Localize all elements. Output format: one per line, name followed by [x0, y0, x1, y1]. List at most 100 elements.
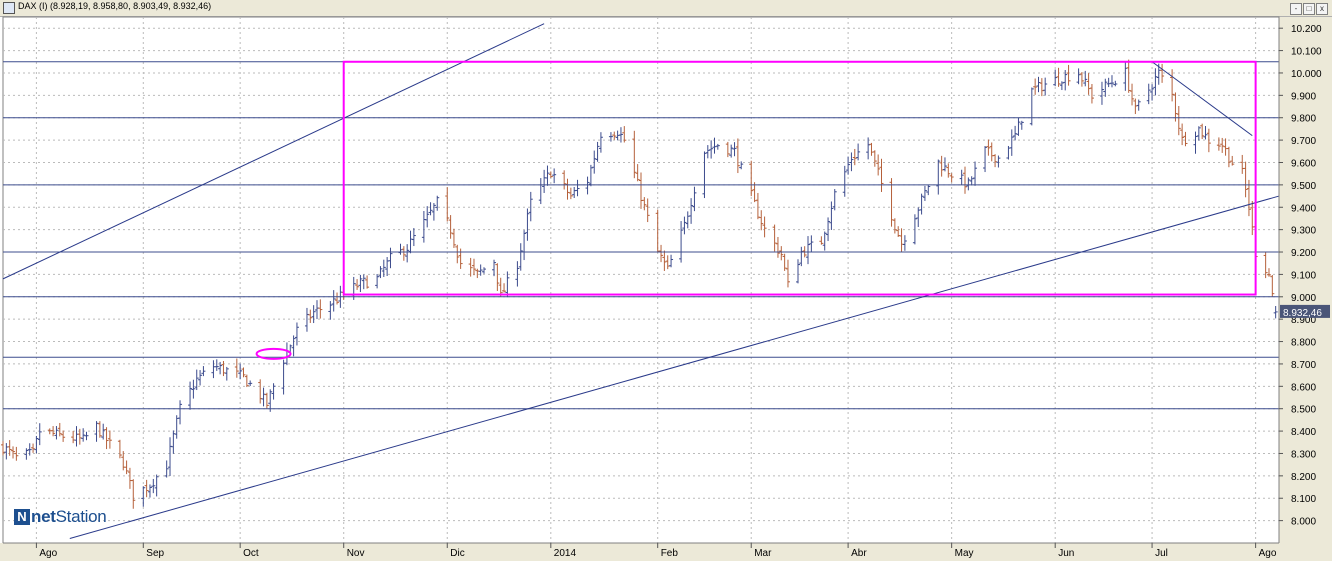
ohlc-bar [104, 427, 109, 450]
y-tick-label: 9.300 [1291, 226, 1316, 237]
ohlc-bar [107, 430, 112, 449]
ohlc-bar [1113, 80, 1118, 87]
ohlc-bar [164, 460, 169, 478]
ohlc-bar [97, 421, 102, 438]
ohlc-bar [1109, 75, 1114, 88]
ohlc-bar [1243, 161, 1248, 198]
x-axis-background [0, 543, 1279, 561]
ohlc-bar [141, 486, 146, 507]
ohlc-bar [24, 448, 29, 460]
ohlc-bar [973, 161, 978, 186]
ohlc-bar [378, 266, 383, 279]
trendline [1151, 61, 1253, 137]
ohlc-bar [431, 203, 436, 221]
ohlc-bar [244, 374, 249, 388]
ohlc-bar [1220, 137, 1225, 153]
ohlc-bar [1076, 68, 1081, 85]
ohlc-bar [645, 198, 650, 223]
ohlc-bar [849, 152, 854, 172]
y-tick-label: 9.800 [1291, 114, 1316, 125]
minimize-button[interactable]: - [1290, 3, 1302, 15]
ohlc-bar [969, 176, 974, 186]
y-tick-label: 9.100 [1291, 270, 1316, 281]
ohlc-bar [147, 484, 152, 498]
close-button[interactable]: x [1316, 3, 1328, 15]
y-tick-label: 10.000 [1291, 69, 1322, 80]
ohlc-bar [451, 228, 456, 248]
ohlc-bar [11, 446, 16, 459]
ohlc-bar [1216, 137, 1221, 151]
chart-window-icon [3, 2, 15, 14]
ohlc-bar [1200, 123, 1205, 140]
ohlc-bar [398, 243, 403, 255]
ohlc-bar [1043, 77, 1048, 96]
ohlc-bar [548, 171, 553, 179]
ohlc-bar [445, 187, 450, 222]
ohlc-bar [154, 474, 159, 497]
ohlc-bar [829, 201, 834, 230]
ohlc-bar [1083, 70, 1088, 87]
grid-layer [2, 16, 1280, 544]
ohlc-bar [1089, 84, 1094, 104]
ohlc-bar [151, 478, 156, 494]
ohlc-bar [842, 165, 847, 197]
ohlc-bar [1206, 128, 1211, 153]
ohlc-bar [144, 479, 149, 498]
y-axis: 8.000 8.100 8.200 8.300 8.400 8.500 8.600 8.700… [1278, 17, 1332, 561]
y-tick-label: 9.900 [1291, 91, 1316, 102]
ohlc-bar [592, 150, 597, 174]
last-price-badge [1280, 304, 1330, 318]
ohlc-bar [178, 400, 183, 425]
ohlc-bar [198, 370, 203, 386]
ohlc-bar [528, 191, 533, 222]
ohlc-bar [575, 179, 580, 197]
ohlc-bar [1063, 70, 1068, 91]
ohlc-bar [1126, 59, 1131, 93]
ohlc-bar [264, 392, 269, 409]
ohlc-bar [54, 426, 59, 440]
ohlc-bar [411, 228, 416, 247]
ohlc-bar [715, 143, 720, 150]
ohlc-bar [892, 218, 897, 234]
ohlc-bar [361, 274, 366, 290]
ohlc-bar [448, 215, 453, 239]
ohlc-bar [428, 202, 433, 216]
ohlc-bar [662, 250, 667, 271]
ohlc-bar [218, 361, 223, 375]
ohlc-bar [635, 164, 640, 182]
ohlc-bar [1016, 117, 1021, 136]
ohlc-bar [912, 214, 917, 245]
y-tick-label: 10.200 [1291, 24, 1322, 35]
x-tick-label: Abr [851, 548, 867, 559]
ohlc-bar [926, 185, 931, 196]
ohlc-bar [993, 154, 998, 168]
ohlc-bar [856, 143, 861, 161]
maximize-button[interactable]: □ [1303, 3, 1315, 15]
ohlc-bar [669, 254, 674, 268]
ohlc-bar [1183, 131, 1188, 147]
ohlc-bar [1009, 129, 1014, 156]
ohlc-bar [692, 186, 697, 212]
ohlc-bar [983, 145, 988, 173]
ohlc-bar [498, 277, 503, 297]
ohlc-bar [1196, 126, 1201, 141]
ohlc-bar [1029, 87, 1034, 126]
range-rectangle-box [342, 60, 1257, 296]
ohlc-bar [1193, 131, 1198, 154]
ohlc-bar [308, 309, 313, 323]
ohlc-bar [919, 193, 924, 215]
ohlc-bar [702, 151, 707, 199]
ohlc-bar [562, 170, 567, 190]
x-tick-label: Sep [146, 548, 164, 559]
ohlc-bar [759, 210, 764, 231]
ohlc-bar [1136, 99, 1141, 111]
ohlc-bar [822, 231, 827, 251]
ohlc-bar [949, 173, 954, 183]
ohlc-bar [986, 139, 991, 156]
ohlc-bar [492, 259, 497, 277]
ohlc-bar [381, 259, 386, 277]
ohlc-bar [435, 195, 440, 211]
